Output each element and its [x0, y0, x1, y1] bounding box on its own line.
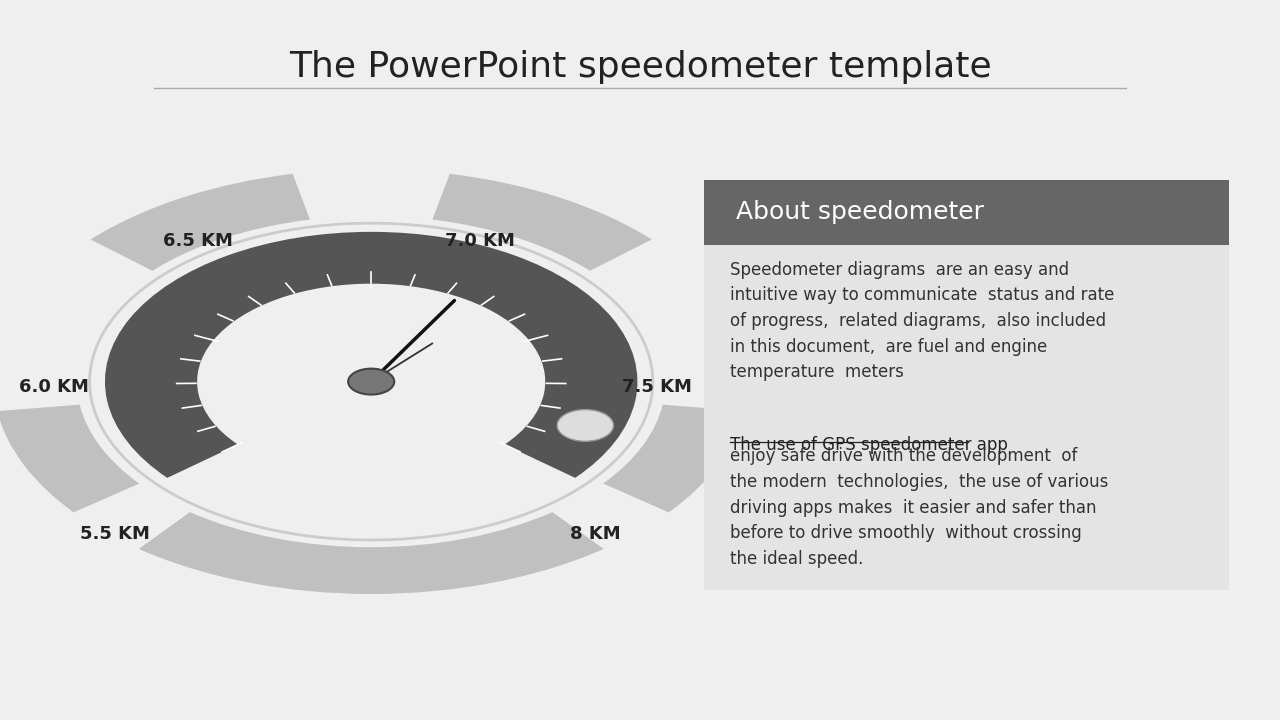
Text: About speedometer: About speedometer — [736, 200, 984, 225]
Wedge shape — [0, 405, 140, 513]
Text: The use of GPS speedometer app: The use of GPS speedometer app — [730, 436, 1007, 454]
Text: The PowerPoint speedometer template: The PowerPoint speedometer template — [289, 50, 991, 84]
Wedge shape — [91, 174, 310, 271]
Wedge shape — [105, 232, 637, 478]
Wedge shape — [603, 405, 745, 513]
Text: 6.5 KM: 6.5 KM — [164, 232, 233, 250]
Wedge shape — [433, 174, 652, 271]
Text: 8 KM: 8 KM — [570, 526, 621, 543]
Text: 7.0 KM: 7.0 KM — [445, 232, 515, 250]
FancyBboxPatch shape — [704, 180, 1229, 245]
Text: enjoy safe drive with the development  of
the modern  technologies,  the use of : enjoy safe drive with the development of… — [730, 447, 1108, 568]
Circle shape — [348, 369, 394, 395]
FancyBboxPatch shape — [704, 245, 1229, 590]
Wedge shape — [138, 512, 604, 594]
Text: Speedometer diagrams  are an easy and
intuitive way to communicate  status and r: Speedometer diagrams are an easy and int… — [730, 261, 1114, 382]
Text: 6.0 KM: 6.0 KM — [19, 377, 88, 396]
Circle shape — [557, 410, 613, 441]
Text: 5.5 KM: 5.5 KM — [81, 526, 150, 543]
Text: 7.5 KM: 7.5 KM — [622, 377, 691, 396]
